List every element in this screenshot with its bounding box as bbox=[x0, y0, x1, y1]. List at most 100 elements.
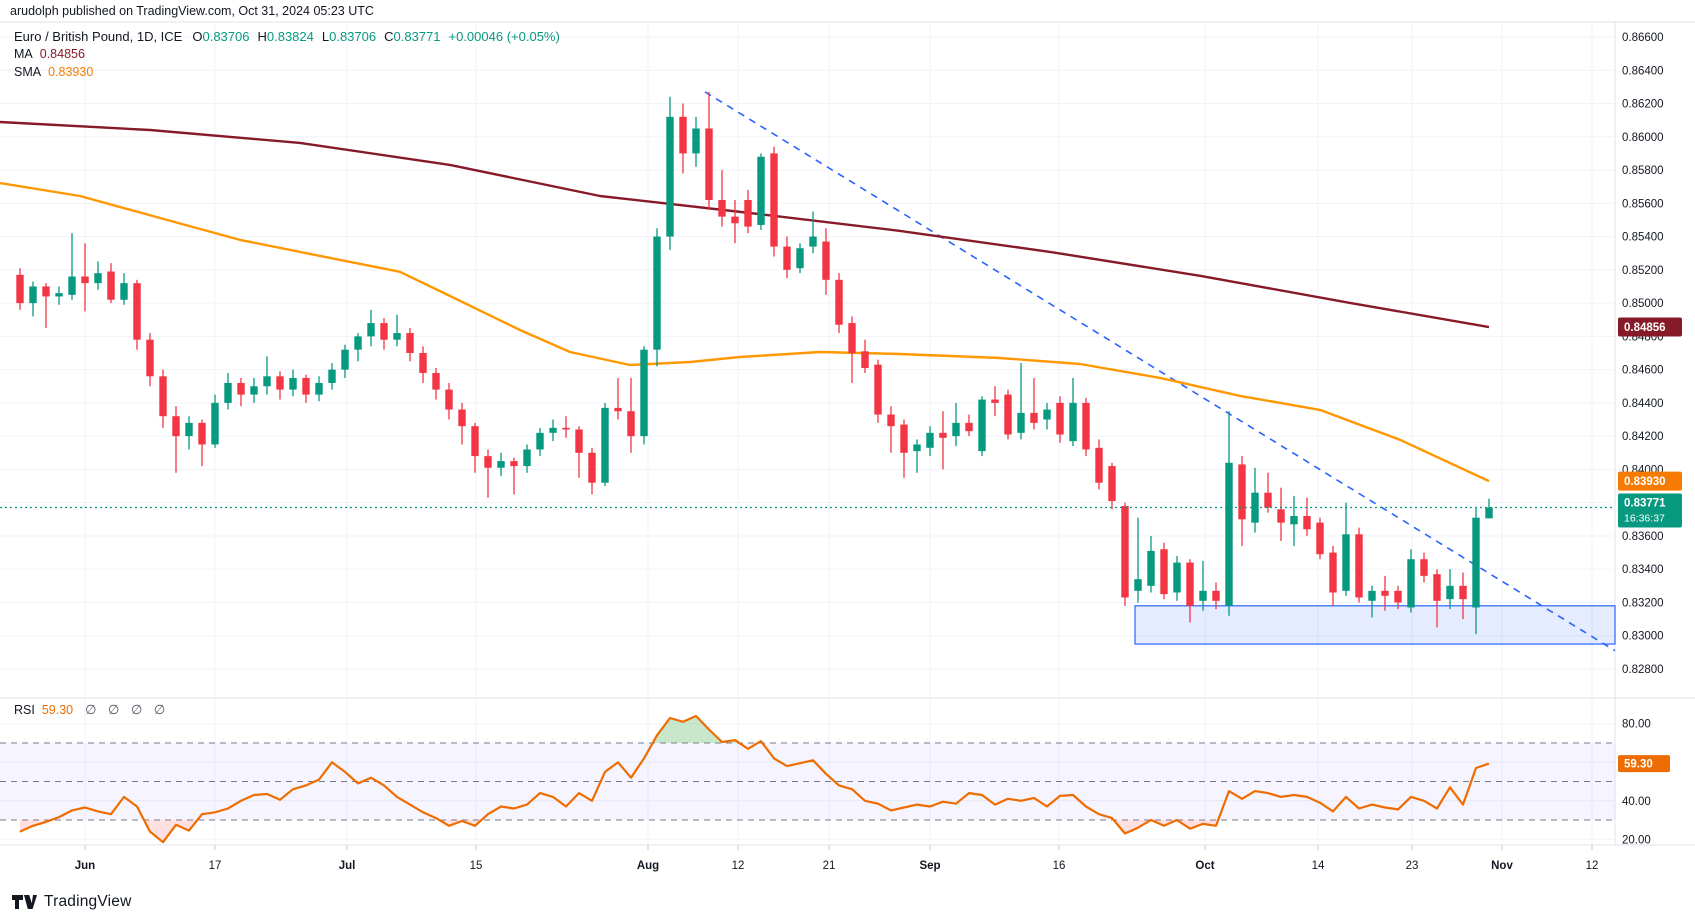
symbol-legend-row[interactable]: Euro / British Pound, 1D, ICE O0.83706 H… bbox=[14, 28, 560, 46]
candle[interactable] bbox=[1082, 402, 1090, 450]
candle[interactable] bbox=[1446, 585, 1454, 600]
candle[interactable] bbox=[55, 293, 63, 297]
candle[interactable] bbox=[575, 429, 583, 453]
candle[interactable] bbox=[549, 427, 557, 433]
rsi-line[interactable] bbox=[19, 714, 1490, 844]
candle[interactable] bbox=[926, 432, 934, 448]
candle[interactable] bbox=[1342, 534, 1350, 591]
candle[interactable] bbox=[965, 422, 973, 432]
candle[interactable] bbox=[42, 286, 50, 297]
candle[interactable] bbox=[1121, 506, 1129, 598]
candle[interactable] bbox=[1056, 402, 1064, 435]
candle[interactable] bbox=[1368, 590, 1376, 601]
candle[interactable] bbox=[1212, 590, 1220, 601]
candle[interactable] bbox=[133, 283, 141, 340]
candle[interactable] bbox=[367, 323, 375, 337]
candle[interactable] bbox=[406, 333, 414, 353]
candle[interactable] bbox=[952, 422, 960, 437]
support-zone[interactable] bbox=[1134, 605, 1616, 645]
candle[interactable] bbox=[861, 351, 869, 368]
candle[interactable] bbox=[627, 411, 635, 437]
candle[interactable] bbox=[94, 273, 102, 284]
candle[interactable] bbox=[809, 236, 817, 247]
candle[interactable] bbox=[757, 156, 765, 225]
sma-legend-row[interactable]: SMA 0.83930 bbox=[14, 63, 560, 81]
candle[interactable] bbox=[484, 456, 492, 468]
candle[interactable] bbox=[705, 128, 713, 200]
candle[interactable] bbox=[276, 376, 284, 390]
candle[interactable] bbox=[1472, 517, 1480, 608]
candle[interactable] bbox=[289, 377, 297, 390]
candle[interactable] bbox=[302, 377, 310, 395]
candle[interactable] bbox=[783, 246, 791, 270]
rsi-pane[interactable] bbox=[19, 714, 1490, 844]
candle[interactable] bbox=[640, 349, 648, 437]
price-scale[interactable]: 0.86600 0.86400 0.86200 0.86000 0.85800 0.856… bbox=[1618, 32, 1682, 846]
candle[interactable] bbox=[718, 199, 726, 217]
candle[interactable] bbox=[1147, 550, 1155, 586]
candle[interactable] bbox=[1420, 559, 1428, 576]
candle[interactable] bbox=[107, 271, 115, 300]
candle[interactable] bbox=[497, 461, 505, 468]
candle[interactable] bbox=[874, 364, 882, 415]
candle[interactable] bbox=[16, 274, 24, 304]
candle[interactable] bbox=[653, 236, 661, 350]
candle[interactable] bbox=[159, 376, 167, 417]
candle[interactable] bbox=[1316, 522, 1324, 555]
candle[interactable] bbox=[419, 353, 427, 373]
candle[interactable] bbox=[900, 424, 908, 453]
candle[interactable] bbox=[1238, 464, 1246, 520]
candle[interactable] bbox=[1485, 507, 1493, 519]
trendline[interactable] bbox=[704, 91, 1616, 652]
candle[interactable] bbox=[432, 372, 440, 390]
candle[interactable] bbox=[1264, 492, 1272, 508]
candle[interactable] bbox=[263, 376, 271, 387]
candle[interactable] bbox=[1030, 412, 1038, 423]
candle[interactable] bbox=[822, 241, 830, 280]
symbol-title[interactable]: Euro / British Pound, 1D, ICE bbox=[14, 29, 183, 45]
tradingview-branding[interactable]: TradingView bbox=[12, 893, 132, 911]
candle[interactable] bbox=[146, 339, 154, 377]
candle[interactable] bbox=[1199, 590, 1207, 601]
candle[interactable] bbox=[1069, 402, 1077, 442]
candle[interactable] bbox=[562, 427, 570, 430]
candle[interactable] bbox=[796, 248, 804, 269]
candle[interactable] bbox=[536, 432, 544, 450]
candle[interactable] bbox=[1303, 515, 1311, 530]
candle[interactable] bbox=[224, 382, 232, 403]
candle[interactable] bbox=[614, 407, 622, 412]
candle[interactable] bbox=[744, 199, 752, 227]
candle[interactable] bbox=[679, 116, 687, 154]
candle[interactable] bbox=[1108, 466, 1116, 502]
candle[interactable] bbox=[1277, 509, 1285, 523]
candle[interactable] bbox=[588, 452, 596, 483]
candle[interactable] bbox=[237, 382, 245, 395]
candle[interactable] bbox=[1173, 562, 1181, 593]
candle[interactable] bbox=[81, 276, 89, 284]
candle[interactable] bbox=[913, 444, 921, 452]
candle[interactable] bbox=[120, 283, 128, 300]
candle[interactable] bbox=[523, 449, 531, 467]
candle[interactable] bbox=[250, 386, 258, 395]
candle[interactable] bbox=[1043, 409, 1051, 420]
candle[interactable] bbox=[887, 414, 895, 427]
candle[interactable] bbox=[1004, 394, 1012, 435]
candle[interactable] bbox=[1459, 585, 1467, 600]
candle[interactable] bbox=[328, 369, 336, 383]
candle[interactable] bbox=[1381, 590, 1389, 596]
candle[interactable] bbox=[1290, 515, 1298, 525]
candle[interactable] bbox=[1095, 447, 1103, 483]
candle[interactable] bbox=[68, 276, 76, 295]
candle[interactable] bbox=[1017, 412, 1025, 433]
candle[interactable] bbox=[939, 432, 947, 438]
candle[interactable] bbox=[666, 116, 674, 237]
candle[interactable] bbox=[211, 402, 219, 445]
candle[interactable] bbox=[172, 416, 180, 437]
candle[interactable] bbox=[1186, 562, 1194, 606]
candle[interactable] bbox=[601, 407, 609, 483]
candle[interactable] bbox=[978, 399, 986, 452]
ma-legend-row[interactable]: MA 0.84856 bbox=[14, 46, 560, 64]
time-scale[interactable]: Jun 17 Jul 15 Aug 12 21 Sep 16 Oct 14 23 Nov 12 bbox=[75, 845, 1599, 872]
candle[interactable] bbox=[1407, 559, 1415, 608]
